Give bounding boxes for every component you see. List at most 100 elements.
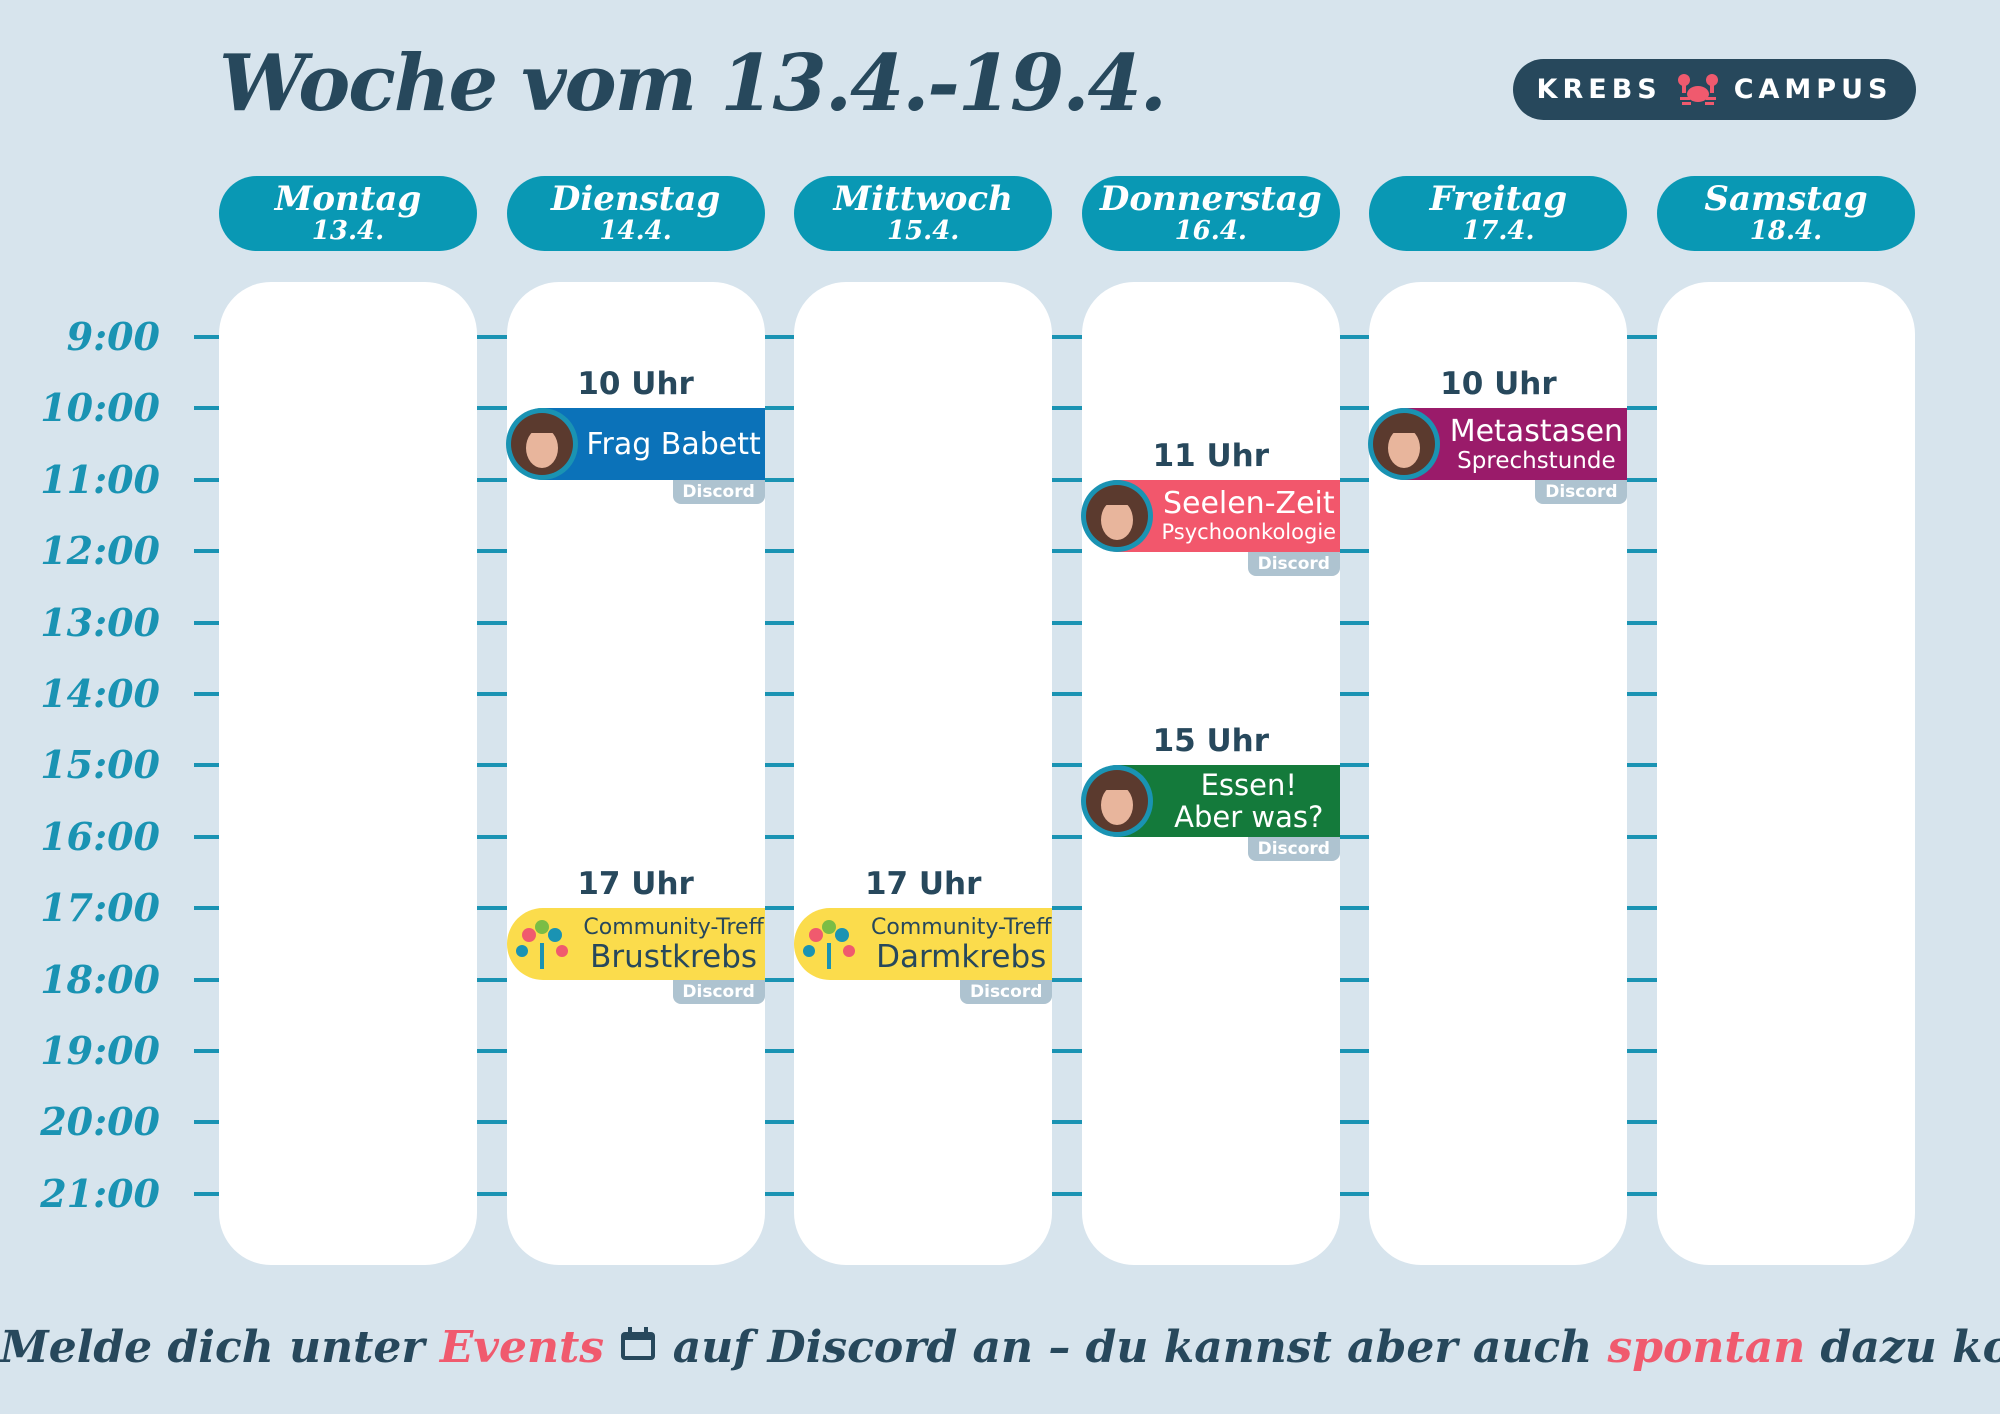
tick: [764, 477, 795, 482]
tick: [1052, 834, 1082, 839]
tick: [477, 406, 507, 411]
day-date: 15.4.: [886, 216, 960, 246]
event-time: 17 Uhr: [864, 866, 982, 903]
tick: [194, 763, 219, 768]
time-label: 20:00: [40, 1099, 160, 1145]
tick: [764, 834, 795, 839]
tick: [1627, 406, 1657, 411]
tick: [194, 834, 219, 839]
event-line: Sprechstunde: [1457, 447, 1616, 474]
day-column: [1657, 282, 1915, 1265]
tick: [1052, 406, 1082, 411]
day-header: Mittwoch 15.4.: [794, 176, 1053, 251]
tick: [194, 406, 219, 411]
tick: [1052, 1191, 1082, 1196]
time-label: 12:00: [40, 528, 160, 574]
day-date: 14.4.: [599, 216, 672, 246]
event-line: Darmkrebs: [876, 938, 1047, 975]
tick: [1052, 620, 1082, 625]
day-date: 17.4.: [1462, 216, 1535, 246]
tick: [194, 335, 219, 339]
day-name: Donnerstag: [1099, 179, 1322, 219]
tick: [194, 1120, 219, 1125]
platform-tag: Discord: [1247, 551, 1340, 576]
day-header: Donnerstag 16.4.: [1081, 176, 1340, 251]
tick: [194, 977, 219, 982]
platform-tag: Discord: [960, 980, 1053, 1005]
event-line: Aber was?: [1174, 800, 1324, 835]
event-time: 10 Uhr: [1440, 366, 1557, 403]
photo: [1080, 479, 1154, 553]
time-label: 15:00: [40, 742, 160, 788]
event-line: Psychoonkologie: [1161, 520, 1337, 545]
tick: [477, 977, 507, 982]
tick: [1627, 549, 1657, 554]
tick: [1339, 1049, 1370, 1053]
tick: [194, 549, 219, 554]
tick: [1052, 549, 1082, 554]
tick: [1627, 1120, 1657, 1125]
day-date: 16.4.: [1174, 216, 1247, 246]
tick: [764, 549, 795, 554]
footer-highlight: spontan: [1607, 1322, 1806, 1373]
time-label: 18:00: [40, 956, 160, 1002]
event-line: Seelen-Zeit: [1162, 486, 1335, 522]
day-column: [219, 282, 477, 1265]
tick: [1627, 977, 1657, 982]
tick: [477, 1049, 507, 1053]
day-column: [794, 282, 1053, 1265]
event-line: Metastasen: [1449, 413, 1624, 449]
photo: [1367, 407, 1441, 481]
tick: [764, 1049, 795, 1053]
footer-text: auf Discord an – du kannst aber auch: [672, 1322, 1593, 1373]
tick: [1627, 692, 1657, 696]
tick: [1339, 763, 1370, 768]
tick: [477, 834, 507, 839]
tick: [1052, 1120, 1082, 1125]
event-line: Brustkrebs: [590, 938, 758, 975]
day-name: Mittwoch: [833, 179, 1013, 219]
platform-tag: Discord: [672, 480, 765, 505]
day-name: Freitag: [1429, 179, 1568, 219]
tick: [1052, 1049, 1082, 1053]
tick: [1627, 763, 1657, 768]
tick: [1052, 692, 1082, 696]
time-label: 16:00: [40, 813, 160, 859]
tick: [1339, 335, 1370, 339]
event-line: Essen!: [1200, 768, 1297, 803]
tick: [1052, 763, 1082, 768]
tick: [194, 1191, 219, 1196]
tick: [1339, 834, 1370, 839]
tick: [1339, 977, 1370, 982]
tick: [764, 1120, 795, 1125]
tick: [1339, 620, 1370, 625]
time-label: 14:00: [40, 671, 160, 716]
tick: [1339, 692, 1370, 696]
logo-right: CAMPUS: [1733, 74, 1893, 105]
tick: [1627, 906, 1657, 911]
footer-text: dazu kommen: [1820, 1322, 2000, 1373]
tick: [764, 620, 795, 625]
tick: [477, 906, 507, 911]
footer-text: Melde dich unter: [0, 1322, 425, 1373]
day-header: Montag 13.4.: [219, 176, 477, 251]
day-name: Samstag: [1704, 179, 1868, 219]
tick: [1052, 906, 1082, 911]
tick: [1339, 906, 1370, 911]
logo: KREBS CAMPUS: [1513, 59, 1916, 120]
tick: [1627, 1049, 1657, 1053]
crab-icon: [1677, 73, 1718, 105]
day-date: 18.4.: [1749, 216, 1823, 246]
tick: [477, 1191, 507, 1196]
footer-highlight: Events: [439, 1322, 605, 1373]
day-date: 13.4.: [311, 216, 385, 246]
event-line: Frag Babett: [586, 426, 761, 462]
logo-left: KREBS: [1536, 74, 1662, 105]
tick: [764, 406, 795, 411]
tick: [477, 1120, 507, 1125]
event-line: Community-Treff: [871, 914, 1052, 940]
day-name: Dienstag: [550, 179, 721, 219]
tick: [764, 763, 795, 768]
day-header: Freitag 17.4.: [1369, 176, 1628, 251]
